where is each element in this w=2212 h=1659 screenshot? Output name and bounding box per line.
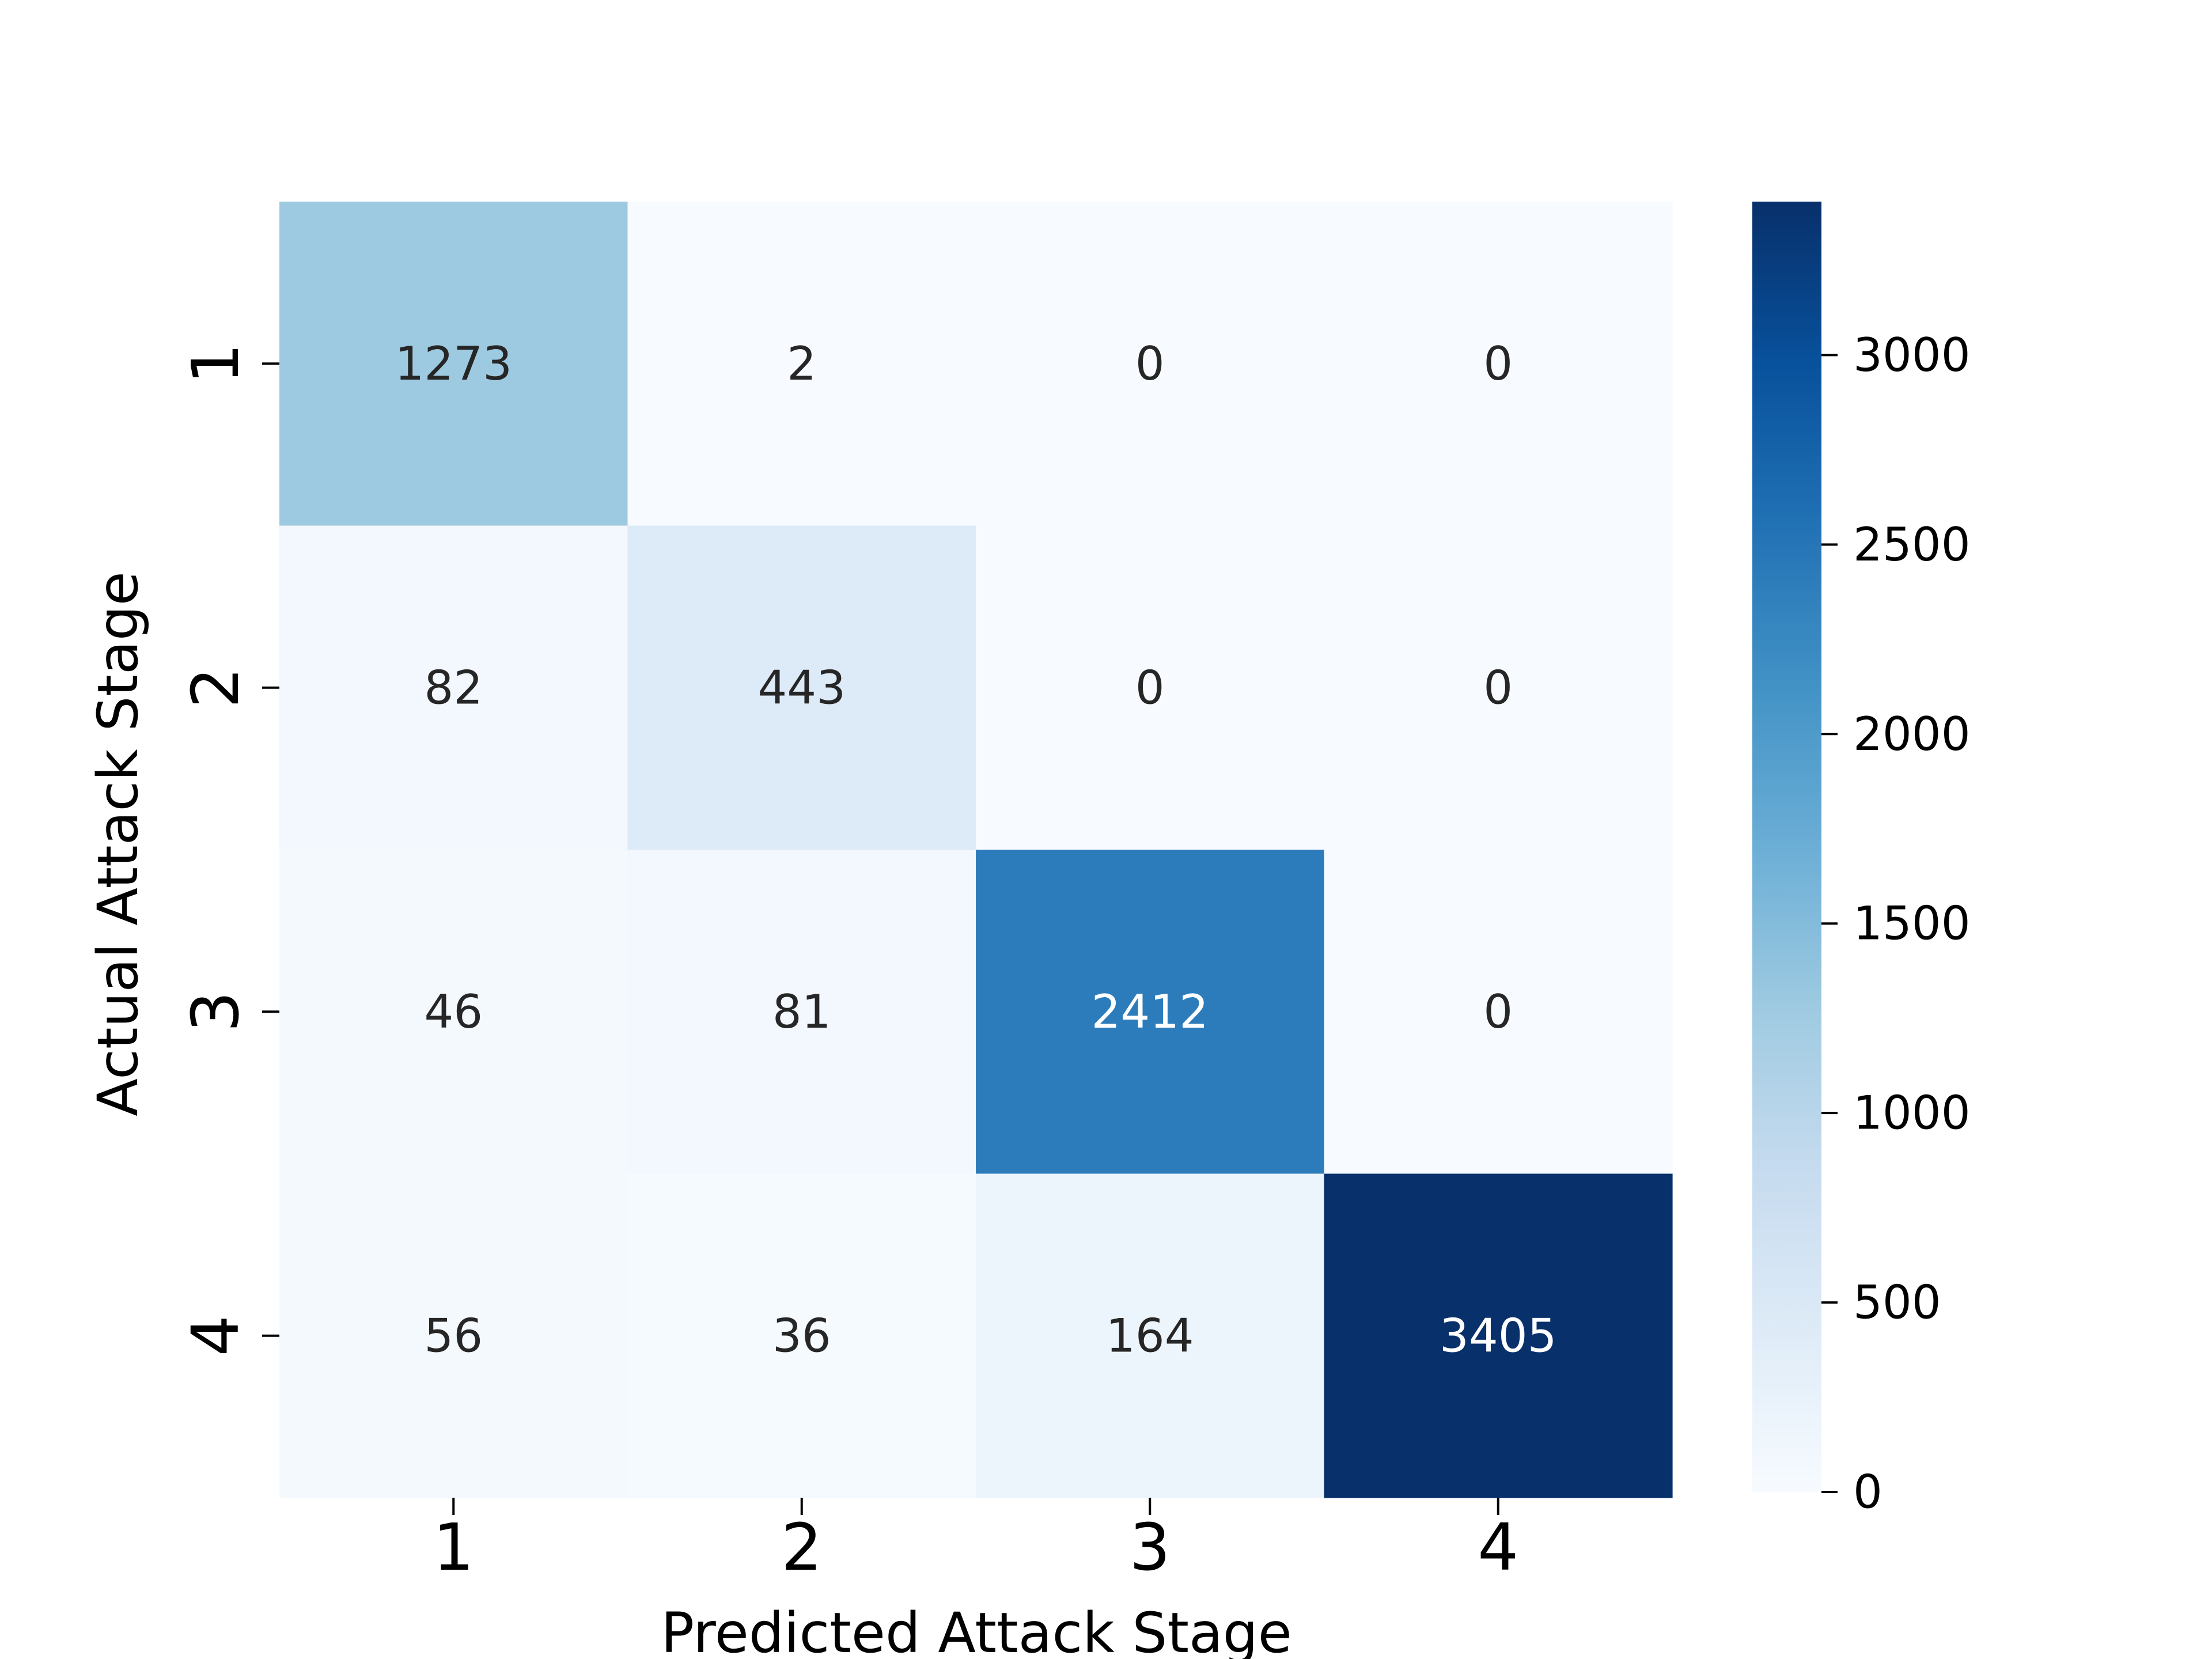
x-tick-label: 1 [433, 1510, 474, 1585]
cell-value-label: 164 [1106, 1309, 1194, 1362]
colorbar [1752, 202, 1821, 1492]
cell-value-label: 0 [1483, 985, 1513, 1039]
x-tick-label: 4 [1478, 1510, 1518, 1585]
cell-value-label: 82 [424, 661, 483, 714]
y-tick-label: 1 [179, 343, 253, 384]
heatmap-cell-r3-c4 [1324, 850, 1673, 1175]
y-axis-label: Actual Attack Stage [86, 571, 150, 1116]
cell-value-label: 0 [1135, 661, 1165, 714]
cell-labels: 1273 2 0 0 82 443 0 0 46 81 2412 0 56 36 164 3405 [395, 337, 1556, 1363]
x-axis: 1 2 3 4 [433, 1498, 1518, 1585]
heatmap-cell-r3-c2 [627, 850, 976, 1175]
colorbar-tick-label: 500 [1853, 1276, 1941, 1330]
cell-value-label: 0 [1135, 337, 1165, 391]
colorbar-tick-label: 2500 [1853, 518, 1971, 571]
x-tick-label: 2 [781, 1510, 822, 1585]
heatmap-cell-r2-c3 [976, 525, 1325, 850]
heatmap-cell-r2-c1 [279, 525, 628, 850]
x-axis-label: Predicted Attack Stage [661, 1601, 1292, 1659]
heatmap-cell-r2-c4 [1324, 525, 1673, 850]
y-axis: 1 2 3 4 [179, 343, 279, 1356]
cell-value-label: 1273 [395, 337, 512, 391]
heatmap-cell-r1-c4 [1324, 202, 1673, 527]
colorbar-tick-label: 1500 [1853, 897, 1971, 950]
cell-value-label: 3405 [1440, 1309, 1557, 1362]
heatmap-cell-r3-c1 [279, 850, 628, 1175]
cell-value-label: 443 [757, 661, 846, 714]
heatmap-cell-r1-c3 [976, 202, 1325, 527]
colorbar-tick-label: 1000 [1853, 1086, 1971, 1140]
x-tick-label: 3 [1130, 1510, 1171, 1585]
heatmap-cell-r1-c2 [627, 202, 976, 527]
cell-value-label: 46 [424, 985, 483, 1039]
cell-value-label: 56 [424, 1309, 483, 1362]
cell-value-label: 81 [772, 985, 831, 1039]
y-tick-label: 3 [179, 991, 253, 1032]
y-tick-label: 2 [179, 667, 253, 708]
heatmap-cell-r4-c2 [627, 1173, 976, 1498]
colorbar-ticks: 0 500 1000 1500 2000 2500 3000 [1821, 328, 1971, 1519]
heatmap-cells [279, 202, 1673, 1498]
colorbar-tick-label: 2000 [1853, 707, 1971, 761]
heatmap-cell-r1-c1 [279, 202, 628, 527]
heatmap-cell-r2-c2 [627, 525, 976, 850]
cell-value-label: 2412 [1091, 985, 1209, 1039]
y-tick-label: 4 [179, 1315, 253, 1356]
heatmap-cell-r4-c3 [976, 1173, 1325, 1498]
heatmap-cell-r4-c4 [1324, 1173, 1673, 1498]
colorbar-tick-label: 0 [1853, 1465, 1883, 1519]
heatmap-cell-r4-c1 [279, 1173, 628, 1498]
cell-value-label: 0 [1483, 337, 1513, 391]
cell-value-label: 36 [772, 1309, 831, 1362]
cell-value-label: 2 [787, 337, 816, 391]
heatmap-cell-r3-c3 [976, 850, 1325, 1175]
cell-value-label: 0 [1483, 661, 1513, 714]
colorbar-tick-label: 3000 [1853, 328, 1971, 382]
